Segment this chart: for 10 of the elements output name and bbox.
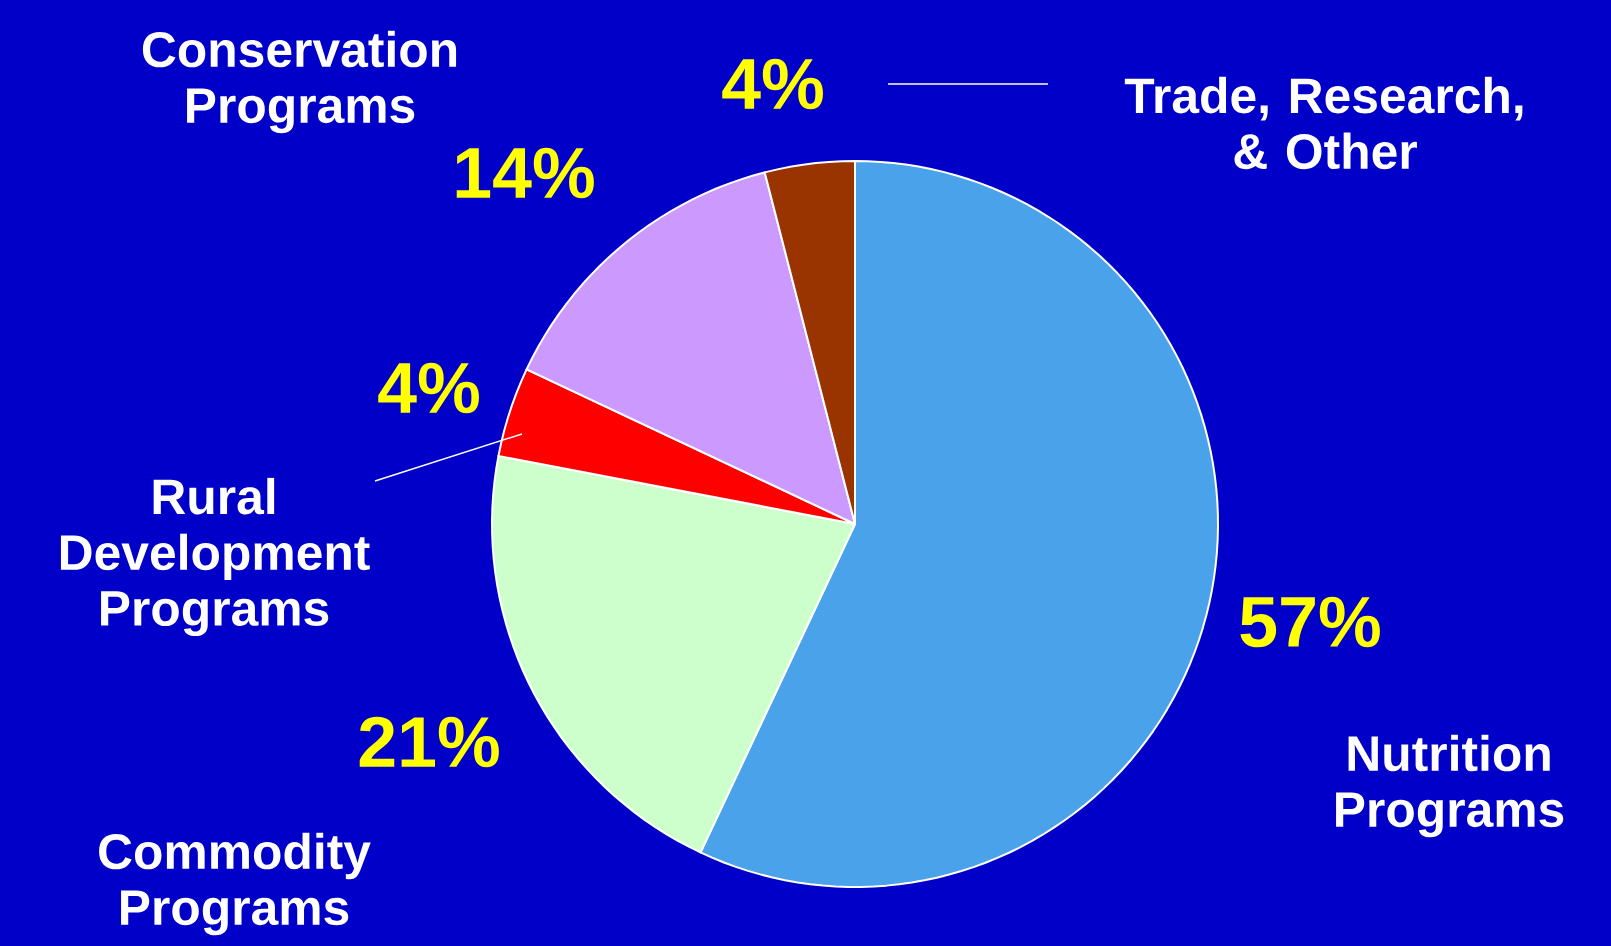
data-label: 4% — [722, 58, 823, 110]
data-label: 4% — [378, 362, 479, 414]
legend-label: Trade, Research, & Other — [1124, 76, 1523, 170]
slice-label: Conservation Programs — [142, 30, 457, 134]
slice-label: Nutrition Programs — [1336, 734, 1564, 838]
data-label: 21% — [359, 716, 499, 768]
slice-label: Rural Development Programs — [60, 477, 370, 637]
data-label: 57% — [1240, 596, 1380, 648]
data-label: 14% — [456, 147, 594, 199]
slice-label: Commodity Programs — [99, 832, 371, 936]
